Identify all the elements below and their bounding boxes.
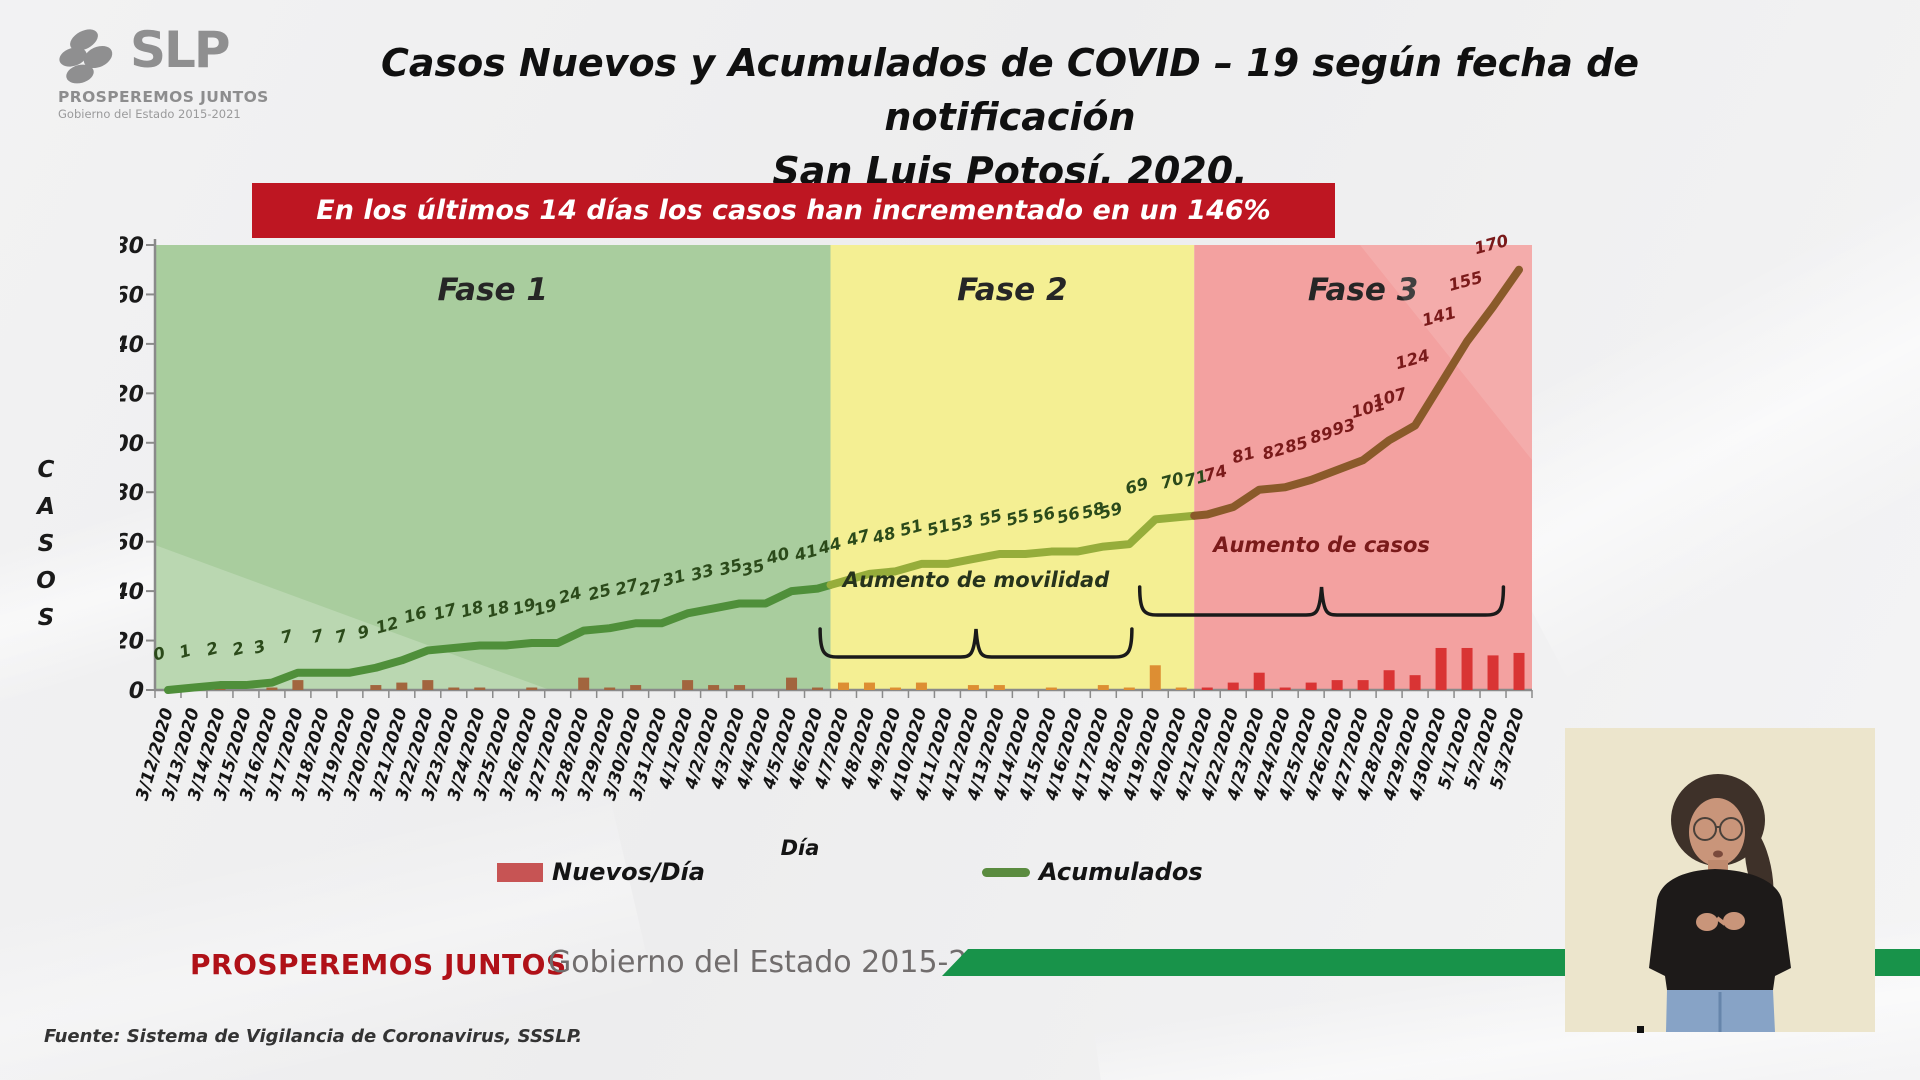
x-axis-title: Día: [780, 836, 820, 860]
new-cases-bar: [370, 685, 382, 690]
phase-label: Fase 3: [1308, 272, 1418, 308]
y-tick-label: 100: [120, 432, 144, 457]
new-cases-bar: [1175, 687, 1187, 690]
cumulative-line: [826, 511, 1199, 589]
y-tick-label: 60: [120, 531, 144, 556]
new-cases-bar: [734, 685, 746, 690]
slp-logo-motto: PROSPEREMOS JUNTOS: [58, 88, 269, 106]
new-cases-bar: [526, 687, 538, 690]
new-cases-bar: [1383, 670, 1395, 690]
annotation-brace: [818, 627, 1134, 659]
new-cases-bar: [708, 685, 720, 690]
new-cases-bar: [1435, 647, 1447, 690]
new-cases-bar: [630, 685, 642, 690]
new-cases-bar: [993, 685, 1005, 690]
y-axis-title: C A S O S: [36, 457, 56, 631]
annotation-text: Aumento de movilidad: [841, 568, 1110, 592]
covid-cases-chart: Fase 1 Fase 2 Fase 3 0 20 40 60 80 100 120 140 160 1…: [120, 231, 1533, 804]
new-cases-bar: [1487, 655, 1499, 690]
interpreter-face: [1689, 798, 1745, 866]
new-cases-bar: [474, 687, 486, 690]
footer-brand: PROSPEREMOS JUNTOS: [190, 948, 567, 981]
y-tick-label: 180: [120, 234, 144, 259]
new-cases-bar: [292, 680, 304, 690]
legend-label-nuevos: Nuevos/Día: [552, 858, 705, 886]
new-cases-bar: [1357, 680, 1369, 690]
phase-label: Fase 2: [957, 272, 1067, 308]
new-cases-bar: [448, 687, 460, 690]
new-cases-bar: [396, 682, 408, 690]
new-cases-bar: [1097, 685, 1109, 690]
new-cases-bar: [967, 685, 979, 690]
nuevos-swatch: [497, 862, 543, 882]
y-tick-label: 20: [120, 630, 144, 655]
alert-banner: En los últimos 14 días los casos han inc…: [252, 183, 1335, 238]
new-cases-bar: [1409, 675, 1421, 690]
marker-dot: [1637, 1026, 1644, 1033]
new-cases-bar: [1227, 682, 1239, 690]
new-cases-bar: [1253, 672, 1265, 690]
new-cases-bar: [266, 687, 278, 690]
new-cases-bar: [1123, 687, 1135, 690]
interpreter-shirt: [1649, 869, 1791, 990]
new-cases-bar: [1331, 680, 1343, 690]
new-cases-bar: [863, 682, 875, 690]
y-tick-label: 160: [120, 283, 144, 308]
new-cases-bar: [1305, 682, 1317, 690]
new-cases-bar: [812, 687, 824, 690]
new-cases-bar: [786, 677, 798, 690]
y-tick-label: 40: [120, 580, 144, 605]
new-cases-bar: [1201, 687, 1213, 690]
slp-logo-tagline: Gobierno del Estado 2015-2021: [58, 107, 241, 121]
legend-item-nuevos: Nuevos/Día: [497, 858, 705, 886]
sign-language-interpreter-video: [1565, 728, 1875, 1032]
slp-leaves-icon: [59, 29, 113, 84]
source-text: Fuente: Sistema de Vigilancia de Coronav…: [44, 1026, 583, 1047]
new-cases-bar: [604, 687, 616, 690]
new-cases-bar: [1461, 647, 1473, 690]
new-cases-bar: [682, 680, 694, 690]
new-cases-bar: [1045, 687, 1057, 690]
y-tick-label: 80: [120, 481, 144, 506]
acumulados-swatch: [982, 867, 1030, 877]
y-tick-label: 140: [120, 333, 144, 358]
slp-logo-text: SLP: [130, 21, 231, 79]
new-cases-bar: [889, 687, 901, 690]
new-cases-bar: [578, 677, 590, 690]
legend-label-acumulados: Acumulados: [1039, 858, 1203, 886]
phase-label: Fase 1: [438, 272, 548, 308]
title-line-1: Casos Nuevos y Acumulados de COVID – 19 …: [380, 41, 1640, 139]
annotation-text: Aumento de casos: [1211, 533, 1430, 557]
phase-zone: [830, 245, 1195, 690]
alert-banner-text: En los últimos 14 días los casos han inc…: [316, 195, 1271, 226]
new-cases-bar: [915, 682, 927, 690]
page-title: Casos Nuevos y Acumulados de COVID – 19 …: [280, 36, 1740, 198]
legend-item-acumulados: Acumulados: [982, 858, 1203, 886]
new-cases-bar: [838, 682, 849, 690]
slp-logo: SLP PROSPEREMOS JUNTOS Gobierno del Esta…: [58, 21, 269, 121]
new-cases-bar: [1149, 665, 1161, 690]
new-cases-bar: [1279, 687, 1291, 690]
y-tick-label: 0: [129, 679, 144, 704]
y-tick-label: 120: [120, 382, 144, 407]
new-cases-bar: [1513, 652, 1525, 690]
new-cases-bar: [422, 680, 434, 690]
